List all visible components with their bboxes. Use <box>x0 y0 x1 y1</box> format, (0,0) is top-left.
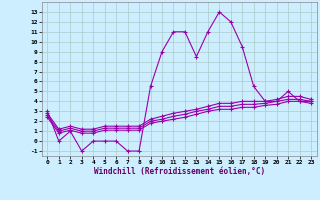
X-axis label: Windchill (Refroidissement éolien,°C): Windchill (Refroidissement éolien,°C) <box>94 167 265 176</box>
